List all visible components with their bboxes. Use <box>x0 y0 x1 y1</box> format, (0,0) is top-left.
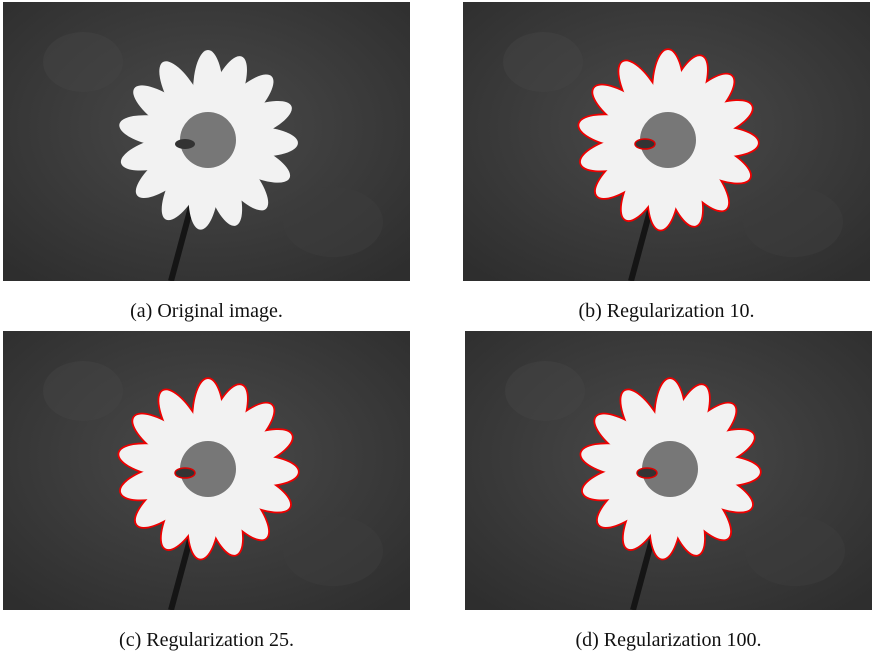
caption: (a) Original image. <box>3 300 410 323</box>
caption: (c) Regularization 25. <box>3 629 410 652</box>
caption: (d) Regularization 100. <box>465 629 872 652</box>
image <box>465 331 872 610</box>
image <box>463 2 870 281</box>
image <box>3 331 410 610</box>
image <box>3 2 410 281</box>
figure: (a) Original image. (b) Regularization 1… <box>0 0 873 658</box>
caption: (b) Regularization 10. <box>463 300 870 323</box>
